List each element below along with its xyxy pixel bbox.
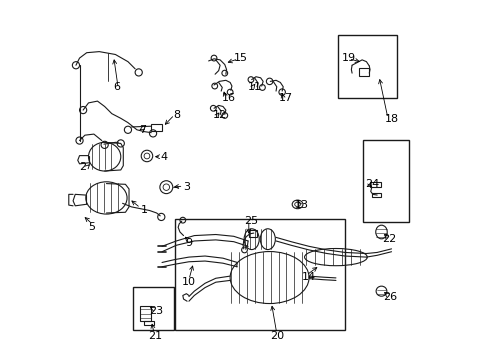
- Text: 16: 16: [221, 93, 235, 103]
- Text: 1: 1: [141, 206, 147, 216]
- Text: 14: 14: [302, 272, 315, 282]
- Text: 18: 18: [384, 114, 398, 124]
- Text: 26: 26: [382, 292, 396, 302]
- Text: 2: 2: [80, 162, 86, 172]
- Text: 24: 24: [364, 179, 378, 189]
- Bar: [248, 230, 257, 237]
- Bar: [151, 124, 162, 131]
- Text: 25: 25: [244, 216, 258, 226]
- Bar: [359, 68, 368, 76]
- Text: 12: 12: [212, 111, 226, 121]
- Text: 15: 15: [233, 53, 247, 63]
- Bar: [362, 140, 408, 222]
- Bar: [369, 182, 380, 187]
- Text: 13: 13: [294, 200, 308, 210]
- Bar: [132, 287, 174, 330]
- Bar: [174, 219, 344, 330]
- Bar: [337, 35, 396, 98]
- Text: 23: 23: [149, 306, 163, 316]
- Text: 20: 20: [269, 331, 283, 341]
- Text: 11: 11: [248, 82, 262, 92]
- Text: 4: 4: [160, 152, 167, 162]
- Bar: [140, 306, 151, 320]
- Text: 10: 10: [182, 277, 196, 287]
- Text: 6: 6: [114, 82, 121, 92]
- Text: 21: 21: [147, 331, 162, 341]
- Text: 19: 19: [341, 53, 355, 63]
- Text: 9: 9: [185, 238, 192, 248]
- Text: 3: 3: [183, 182, 190, 192]
- Bar: [371, 193, 380, 197]
- Text: 8: 8: [172, 111, 180, 121]
- Text: 5: 5: [88, 222, 95, 231]
- Bar: [144, 321, 154, 325]
- Text: 22: 22: [382, 234, 396, 244]
- Text: 7: 7: [139, 125, 145, 135]
- Text: 17: 17: [278, 93, 292, 103]
